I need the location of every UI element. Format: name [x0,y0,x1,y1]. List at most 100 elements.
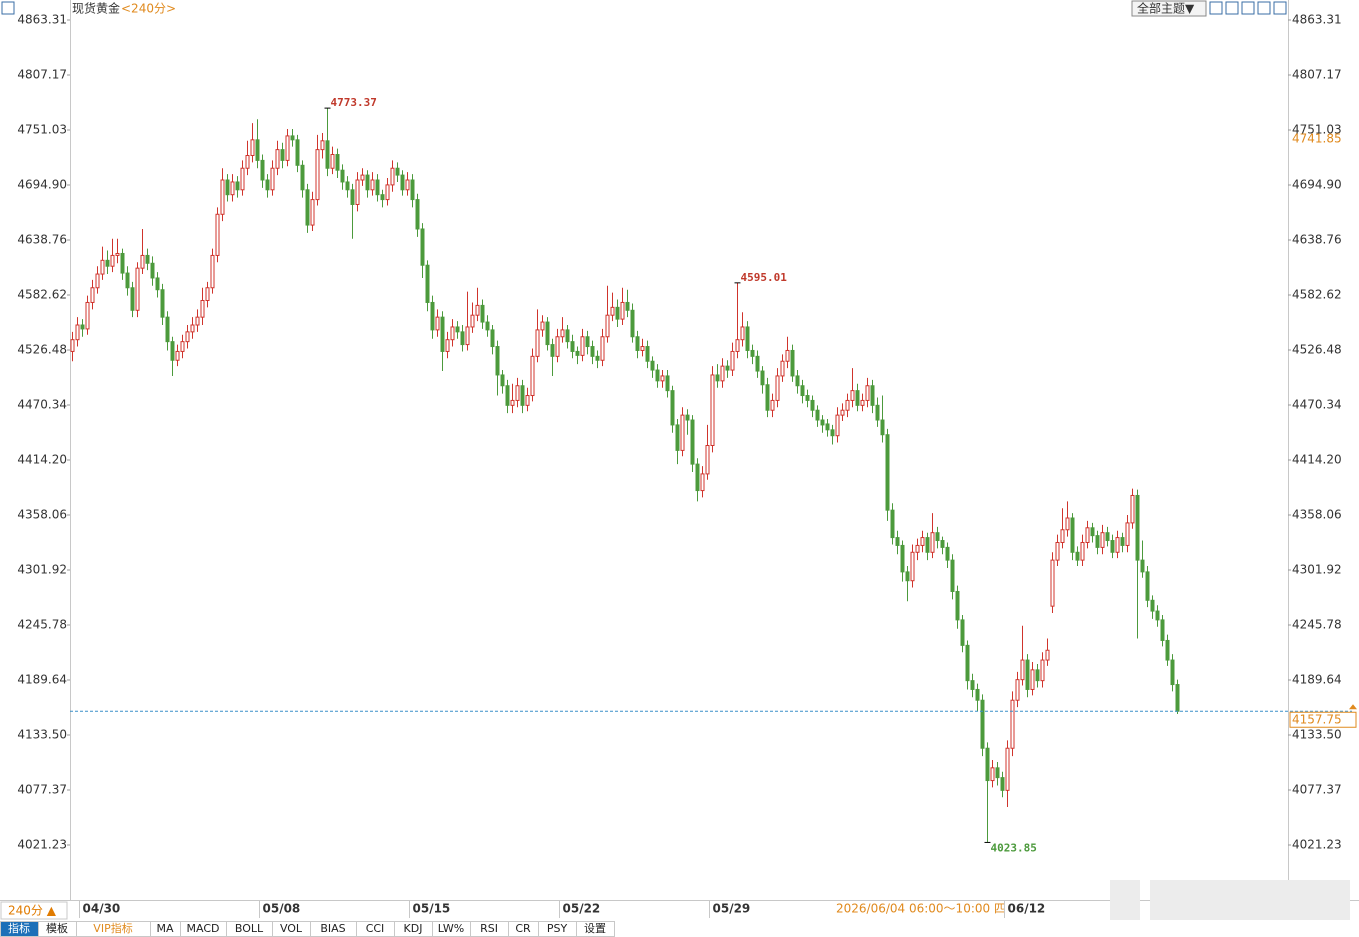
y-tick-label: 4751.03 [17,122,67,136]
candle-body [560,329,565,338]
candle-body [210,254,215,289]
candle-body [605,314,610,338]
candle-body [895,537,900,546]
candle-body [1075,551,1080,561]
candle-body [1150,599,1155,612]
reference-price: 4741.85 [1292,131,1342,145]
candle-body [805,395,810,401]
candle-body [385,184,390,201]
icon[interactable] [1209,1,1223,15]
candle-body [230,181,235,196]
candle-body [1045,649,1050,661]
tab-label: BOLL [235,922,264,935]
tab-label: VOL [280,922,303,935]
icon[interactable] [1273,1,1287,15]
y2-tick-label: 4694.90 [1292,177,1342,191]
y2-tick-label: 4638.76 [1292,232,1342,246]
candle-body [1140,559,1145,573]
candle-body [505,385,510,406]
candle-body [420,228,425,266]
candle-body [1070,517,1075,553]
theme-button[interactable] [1131,0,1207,17]
candle-body [285,135,290,161]
candle-body [710,374,715,446]
icon[interactable] [1257,1,1271,15]
candle-body [765,384,770,411]
candle-body [655,369,660,382]
y2-tick-label: 4414.20 [1292,452,1342,466]
period-button[interactable] [0,901,68,920]
tab-label: LW% [438,922,464,935]
tab-label: VIP指标 [93,921,132,935]
candle-body [490,329,495,348]
candle-body [150,262,155,279]
candle-body [410,179,415,201]
candle-body [1100,532,1105,548]
candle-body [540,321,545,331]
candle-body [705,444,710,475]
candle-body [940,540,945,548]
candle-body [175,350,180,361]
candle-body [565,329,570,343]
candle-body [745,326,750,351]
candle-body [1135,494,1140,561]
candle-body [380,194,385,201]
candle-body [960,619,965,646]
y2-tick-label: 4751.03 [1292,122,1342,136]
y-tick-label: 4358.06 [17,507,67,521]
y-tick-label: 4077.37 [17,782,67,796]
candle-body [1170,659,1175,686]
y-tick-label: 4582.62 [17,287,67,301]
candle-body [1060,529,1065,543]
y2-tick-label: 4863.31 [1292,12,1342,26]
candle-body [790,349,795,377]
candle-body [670,390,675,426]
candle-body [665,375,670,392]
candle-body [630,309,635,338]
candle-body [375,179,380,196]
tab-label: MACD [187,922,220,935]
candle-body [445,339,450,352]
y2-tick-label: 4301.92 [1292,563,1342,577]
candle-body [970,680,975,690]
candle-body [280,149,285,161]
candle-body [600,336,605,361]
candle-body [455,326,460,333]
candle-body [95,273,100,289]
candle-body [720,365,725,382]
candle-body [830,429,835,437]
candle-body [1040,659,1045,682]
candle-body [675,424,680,451]
y-tick-label: 4807.17 [17,67,67,81]
candle-body [820,419,825,426]
candle-body [85,301,90,330]
candle-body [170,341,175,361]
candle-body [115,252,120,256]
blur-block [1110,880,1140,920]
candle-body [1000,777,1005,791]
candle-body [885,434,890,511]
last-price-arrow [1349,704,1357,710]
candle-body [750,349,755,357]
candle-body [535,329,540,357]
candle-body [240,167,245,191]
candle-body [1125,522,1130,546]
icon[interactable] [1241,1,1255,15]
candle-body [615,306,620,320]
candle-body [850,390,855,401]
y2-tick-label: 4245.78 [1292,618,1342,632]
collapse-icon[interactable] [1,1,15,15]
candle-body [105,259,110,267]
candle-body [865,385,870,401]
candle-body [225,179,230,196]
candle-body [110,254,115,267]
candle-body [295,139,300,166]
candle-body [500,374,505,387]
icon[interactable] [1225,1,1239,15]
candle-body [980,699,985,749]
candle-body [350,189,355,205]
candle-body [715,374,720,382]
candle-body [770,399,775,411]
candle-body [995,767,1000,779]
